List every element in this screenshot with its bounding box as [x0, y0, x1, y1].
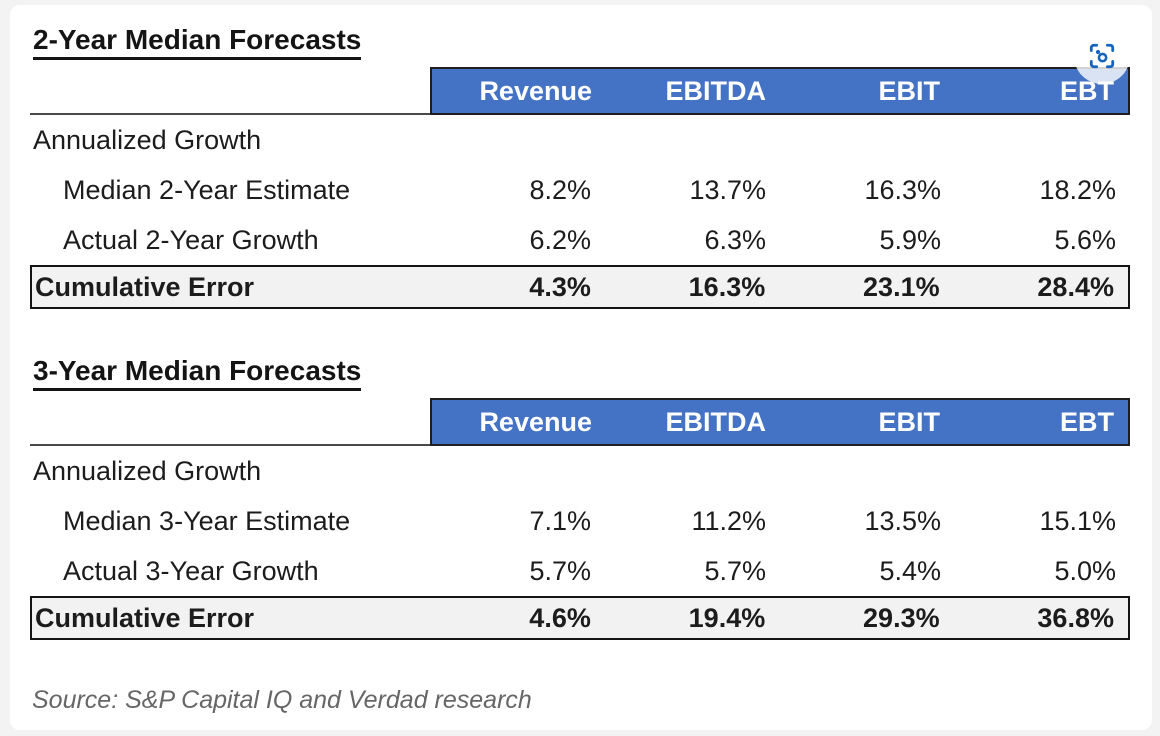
row-label: Annualized Growth	[33, 124, 262, 155]
cell-value: 13.5%	[864, 505, 941, 536]
cell-value: 5.9%	[879, 224, 941, 255]
cell-value: 5.7%	[529, 555, 591, 586]
column-header-revenue: Revenue	[479, 75, 592, 106]
table-row: Actual 3-Year Growth 5.7% 5.7% 5.4% 5.0%	[30, 546, 1130, 596]
cell-value: 16.3%	[688, 271, 766, 302]
cell-value: 4.3%	[529, 271, 591, 302]
three-year-forecast-section: 3-Year Median Forecasts Revenue EBITDA E…	[30, 355, 1152, 640]
cell-value: 8.2%	[529, 174, 591, 205]
row-label: Actual 3-Year Growth	[63, 555, 319, 586]
cumulative-error-row: Cumulative Error 4.6% 19.4% 29.3% 36.8%	[30, 596, 1130, 640]
cell-value: 29.3%	[863, 602, 940, 633]
table-header-row: Revenue EBITDA EBIT EBT	[30, 398, 1130, 446]
cumulative-error-row: Cumulative Error 4.3% 16.3% 23.1% 28.4%	[30, 265, 1130, 309]
table-header-row: Revenue EBITDA EBIT EBT	[30, 67, 1130, 115]
cell-value: 23.1%	[863, 271, 940, 302]
header-group: Revenue EBITDA EBIT EBT	[430, 67, 1130, 115]
table-row: Annualized Growth	[30, 446, 1130, 496]
cell-value: 4.6%	[529, 602, 591, 633]
screenshot-capture-button[interactable]	[1074, 28, 1130, 84]
column-header-revenue: Revenue	[479, 406, 592, 437]
cell-value: 5.4%	[879, 555, 941, 586]
two-year-table: Revenue EBITDA EBIT EBT Annualized Growt…	[30, 67, 1130, 309]
table-row: Actual 2-Year Growth 6.2% 6.3% 5.9% 5.6%	[30, 215, 1130, 265]
cell-value: 19.4%	[688, 602, 766, 633]
content-card: 2-Year Median Forecasts Revenue EBITDA E…	[10, 5, 1152, 730]
table-row: Median 2-Year Estimate 8.2% 13.7% 16.3% …	[30, 165, 1130, 215]
table-row: Annualized Growth	[30, 115, 1130, 165]
row-label: Cumulative Error	[35, 602, 255, 633]
screenshot-capture-icon	[1087, 41, 1117, 71]
table-row: Median 3-Year Estimate 7.1% 11.2% 13.5% …	[30, 496, 1130, 546]
three-year-table: Revenue EBITDA EBIT EBT Annualized Growt…	[30, 398, 1130, 640]
cell-value: 36.8%	[1037, 602, 1114, 633]
cell-value: 5.0%	[1054, 555, 1116, 586]
column-header-ebitda: EBITDA	[665, 406, 767, 437]
cell-value: 18.2%	[1039, 174, 1116, 205]
cell-value: 16.3%	[864, 174, 941, 205]
header-spacer-cell	[30, 398, 430, 446]
cell-value: 6.2%	[529, 224, 591, 255]
cell-value: 5.7%	[704, 555, 766, 586]
cell-value: 28.4%	[1037, 271, 1114, 302]
row-label: Median 3-Year Estimate	[63, 505, 351, 536]
cell-value: 5.6%	[1054, 224, 1116, 255]
row-label: Median 2-Year Estimate	[63, 174, 351, 205]
cell-value: 6.3%	[704, 224, 766, 255]
column-header-ebitda: EBITDA	[665, 75, 767, 106]
header-group: Revenue EBITDA EBIT EBT	[430, 398, 1130, 446]
three-year-table-title: 3-Year Median Forecasts	[33, 355, 362, 391]
source-attribution: Source: S&P Capital IQ and Verdad resear…	[32, 686, 532, 714]
cell-value: 7.1%	[529, 505, 591, 536]
row-label: Cumulative Error	[35, 271, 255, 302]
cell-value: 13.7%	[689, 174, 766, 205]
two-year-table-title: 2-Year Median Forecasts	[33, 24, 362, 60]
cell-value: 11.2%	[691, 505, 766, 536]
cell-value: 15.1%	[1039, 505, 1116, 536]
column-header-ebit: EBIT	[878, 406, 940, 437]
two-year-forecast-section: 2-Year Median Forecasts Revenue EBITDA E…	[30, 24, 1152, 309]
column-header-ebt: EBT	[1060, 406, 1114, 437]
header-spacer-cell	[30, 67, 430, 115]
row-label: Actual 2-Year Growth	[63, 224, 319, 255]
row-label: Annualized Growth	[33, 455, 262, 486]
column-header-ebit: EBIT	[878, 75, 940, 106]
